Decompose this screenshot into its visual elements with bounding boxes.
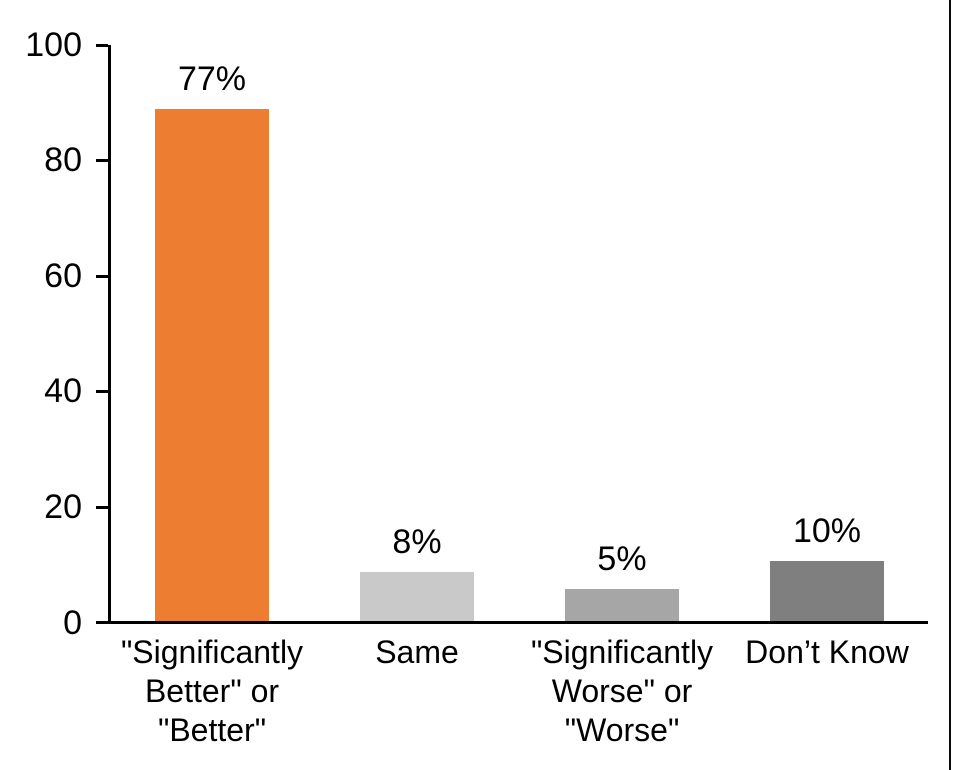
x-axis-line	[96, 621, 928, 624]
y-tick-label: 20	[44, 488, 82, 526]
y-tick-label: 0	[63, 604, 82, 642]
bar	[770, 561, 884, 621]
y-axis-line	[108, 45, 111, 624]
bar	[155, 109, 269, 621]
x-category-label: "Significantly Better" or "Better"	[120, 634, 304, 748]
y-tick-mark	[96, 390, 108, 393]
y-tick-mark	[96, 44, 108, 47]
bar-value-label: 10%	[792, 512, 862, 550]
y-tick-mark	[96, 506, 108, 509]
y-tick-label: 40	[44, 372, 82, 410]
bar-value-label: 5%	[597, 540, 647, 578]
bar-value-label: 77%	[177, 60, 247, 98]
y-tick-label: 60	[44, 257, 82, 295]
page-right-border-line	[949, 0, 951, 770]
y-tick-label: 80	[44, 141, 82, 179]
bar-value-label: 8%	[392, 523, 442, 561]
x-category-label: "Significantly Worse" or "Worse"	[530, 634, 714, 748]
bar	[565, 589, 679, 621]
y-tick-mark	[96, 159, 108, 162]
bar	[360, 572, 474, 621]
x-category-label: Same	[375, 634, 459, 670]
y-tick-label: 100	[25, 26, 82, 64]
y-tick-mark	[96, 275, 108, 278]
x-category-label: Don’t Know	[745, 634, 909, 670]
